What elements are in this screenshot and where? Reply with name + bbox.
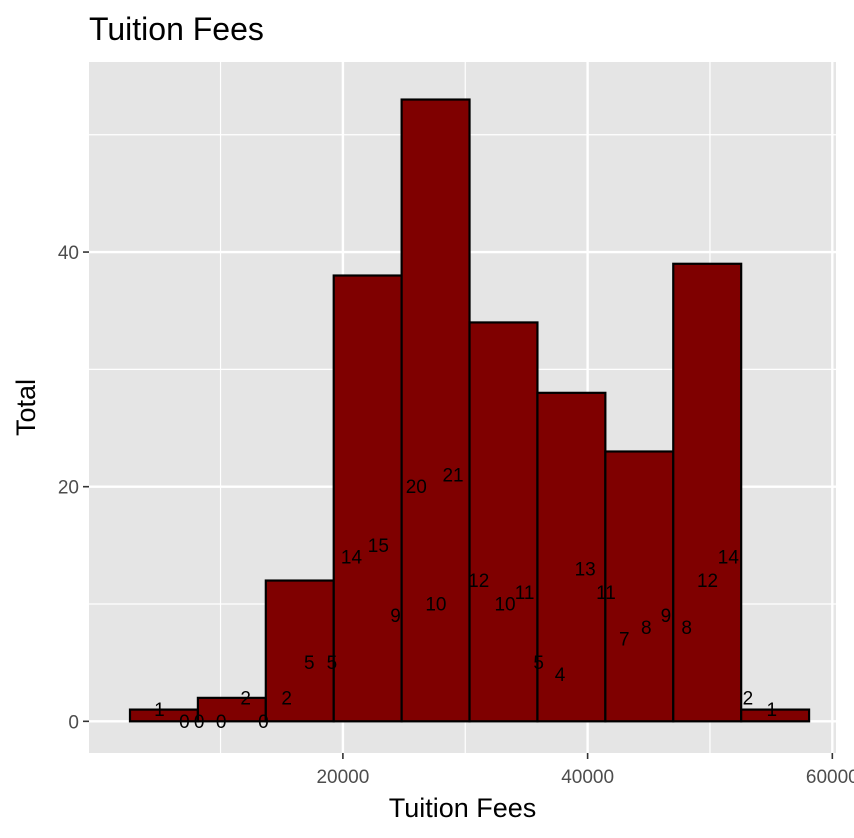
data-label-0: 1	[154, 700, 165, 721]
x-axis: 20000 40000 60000	[316, 753, 854, 788]
x-tick-label-0: 20000	[316, 767, 369, 788]
bar-4	[400, 98, 471, 723]
data-label-16: 10	[494, 595, 515, 616]
data-label-18: 5	[533, 653, 544, 674]
data-label-24: 9	[661, 606, 672, 627]
data-label-26: 12	[697, 571, 718, 592]
data-label-7: 5	[304, 653, 315, 674]
data-label-13: 10	[425, 595, 446, 616]
data-label-1: 0	[179, 712, 190, 733]
y-tick-label-2: 40	[58, 243, 79, 264]
data-label-27: 14	[718, 548, 740, 569]
data-label-5: 0	[258, 712, 269, 733]
x-tick-label-2: 60000	[806, 767, 854, 788]
data-label-6: 2	[281, 688, 292, 709]
x-tick-label-1: 40000	[561, 767, 614, 788]
y-tick-label-1: 20	[58, 478, 79, 499]
x-axis-title: Tuition Fees	[389, 793, 537, 823]
data-label-20: 13	[575, 559, 596, 580]
bar-8	[672, 262, 743, 723]
data-label-4: 2	[240, 688, 251, 709]
data-label-3: 0	[216, 712, 227, 733]
bar-2	[264, 579, 335, 723]
data-label-9: 14	[341, 548, 363, 569]
y-axis: 0 20 40	[58, 243, 89, 733]
data-label-19: 4	[555, 665, 566, 686]
data-label-2: 0	[194, 712, 205, 733]
data-label-12: 20	[406, 477, 427, 498]
data-label-11: 9	[390, 606, 401, 627]
bar-1	[196, 696, 267, 723]
y-tick-label-0: 0	[68, 712, 79, 733]
chart-title: Tuition Fees	[89, 11, 264, 47]
data-label-8: 5	[327, 653, 338, 674]
data-label-23: 8	[641, 618, 652, 639]
bar-5	[468, 321, 539, 723]
data-label-28: 2	[743, 688, 754, 709]
data-label-25: 8	[681, 618, 692, 639]
data-label-10: 15	[368, 536, 389, 557]
bar-6	[536, 391, 607, 723]
data-label-29: 1	[766, 700, 777, 721]
data-label-17: 11	[515, 583, 535, 604]
data-label-14: 21	[442, 465, 463, 486]
data-label-15: 12	[468, 571, 489, 592]
y-axis-title: Total	[11, 379, 41, 436]
bar-3	[332, 274, 403, 723]
bar-9	[740, 708, 811, 723]
histogram-bars	[128, 98, 811, 723]
data-label-21: 11	[596, 583, 616, 604]
data-label-22: 7	[619, 630, 630, 651]
